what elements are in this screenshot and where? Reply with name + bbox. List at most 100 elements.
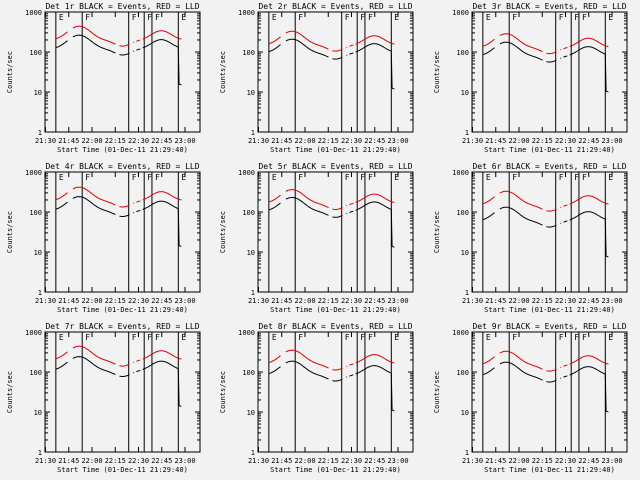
x-axis-label: Start Time (01-Dec-11 21:29:40) <box>270 466 401 474</box>
flag-label: F <box>512 13 517 22</box>
x-tick-label: 22:15 <box>532 457 553 465</box>
plot-panel-6: Det 6r BLACK = Events, RED = LLD Counts/s… <box>433 162 628 314</box>
x-axis-label: Start Time (01-Dec-11 21:29:40) <box>484 466 615 474</box>
plot-panel-7: Det 7r BLACK = Events, RED = LLD Counts/s… <box>6 322 201 474</box>
y-tick-label: 100 <box>242 49 255 57</box>
plot-panel-9: Det 9r BLACK = Events, RED = LLD Counts/s… <box>433 322 628 474</box>
x-tick-label: 23:00 <box>601 297 622 305</box>
events-series-line <box>119 214 130 217</box>
events-series-line <box>142 360 182 407</box>
flag-label: F <box>298 333 303 342</box>
x-tick-label: 21:45 <box>485 297 506 305</box>
x-tick-label: 22:00 <box>294 297 315 305</box>
flag-label: E <box>608 333 613 342</box>
events-series-line <box>72 34 116 54</box>
flag-label: E <box>272 333 277 342</box>
lld-series-line <box>268 36 281 45</box>
lld-series-line <box>499 190 543 210</box>
y-axis-label: Counts/sec <box>219 371 227 413</box>
x-tick-label: 22:15 <box>532 137 553 145</box>
events-series-line <box>349 52 354 55</box>
events-series-line <box>136 369 141 373</box>
lld-series-line <box>332 48 343 52</box>
x-tick-label: 23:00 <box>601 137 622 145</box>
events-series-line <box>349 374 354 377</box>
flag-label: F <box>345 333 350 342</box>
flag-label: F <box>368 333 373 342</box>
y-tick-label: 1000 <box>238 169 255 177</box>
y-tick-label: 1000 <box>25 169 42 177</box>
plot-frame <box>471 171 628 293</box>
events-series-line <box>563 375 568 378</box>
x-tick-label: 21:45 <box>271 297 292 305</box>
x-tick-label: 21:45 <box>271 137 292 145</box>
x-tick-label: 22:45 <box>151 137 172 145</box>
events-series-line <box>563 55 568 58</box>
x-tick-label: 23:00 <box>387 297 408 305</box>
lld-series-line <box>355 35 395 45</box>
events-series-line <box>569 211 609 258</box>
events-series-line <box>268 366 281 375</box>
flag-label: F <box>360 333 365 342</box>
flag-label: E <box>394 13 399 22</box>
x-tick-label: 21:30 <box>35 297 56 305</box>
y-tick-label: 1 <box>251 289 255 297</box>
y-tick-label: 1000 <box>452 329 469 337</box>
lld-series-line <box>285 189 329 209</box>
events-series-line <box>268 202 281 211</box>
lld-series-line <box>136 200 141 203</box>
flag-label: F <box>147 173 152 182</box>
flag-label: E <box>486 13 491 22</box>
x-axis-label: Start Time (01-Dec-11 21:29:40) <box>57 466 188 474</box>
flag-label: F <box>368 173 373 182</box>
x-tick-label: 22:30 <box>341 297 362 305</box>
flag-label: E <box>272 173 277 182</box>
y-tick-label: 1 <box>251 449 255 457</box>
events-series-line <box>546 379 557 383</box>
flag-label: F <box>559 173 564 182</box>
events-series-line <box>355 43 395 90</box>
y-tick-label: 1000 <box>25 329 42 337</box>
lld-series-line <box>268 355 281 364</box>
lld-series-line <box>119 43 130 47</box>
flag-label: F <box>574 13 579 22</box>
events-series-line <box>482 212 495 221</box>
lld-series-line <box>563 46 568 50</box>
flag-label: E <box>181 173 186 182</box>
flag-label: E <box>59 173 64 182</box>
y-tick-label: 1 <box>38 449 42 457</box>
flag-label: F <box>512 173 517 182</box>
x-tick-label: 22:30 <box>128 457 149 465</box>
events-series-line <box>546 59 557 63</box>
x-tick-label: 22:15 <box>318 297 339 305</box>
lld-series-line <box>349 202 354 206</box>
plot-title: Det 6r BLACK = Events, RED = LLD <box>472 162 626 171</box>
y-tick-label: 1000 <box>452 169 469 177</box>
events-series-line <box>499 206 543 226</box>
plot-frame <box>257 171 414 293</box>
events-series-line <box>285 360 329 380</box>
y-tick-label: 100 <box>29 369 42 377</box>
plot-frame <box>471 331 628 453</box>
x-tick-label: 23:00 <box>387 137 408 145</box>
plot-title: Det 4r BLACK = Events, RED = LLD <box>45 162 199 171</box>
x-tick-label: 22:30 <box>341 137 362 145</box>
events-series-line <box>142 39 182 86</box>
x-tick-label: 22:00 <box>294 457 315 465</box>
plot-panel-8: Det 8r BLACK = Events, RED = LLD Counts/s… <box>219 322 414 474</box>
y-tick-label: 1 <box>38 129 42 137</box>
x-tick-label: 22:45 <box>578 457 599 465</box>
y-tick-label: 1000 <box>25 9 42 17</box>
y-axis-label: Counts/sec <box>219 211 227 253</box>
x-axis-label: Start Time (01-Dec-11 21:29:40) <box>484 306 615 314</box>
x-tick-label: 21:30 <box>462 137 483 145</box>
x-tick-label: 22:30 <box>555 297 576 305</box>
plot-panel-1: Det 1r BLACK = Events, RED = LLD Counts/s… <box>6 2 201 154</box>
lld-series-line <box>72 345 116 365</box>
events-series-line <box>499 41 543 61</box>
y-tick-label: 1 <box>465 289 469 297</box>
x-tick-label: 22:30 <box>555 137 576 145</box>
flag-label: F <box>132 333 137 342</box>
y-tick-label: 1 <box>38 289 42 297</box>
lld-series-line <box>482 196 495 205</box>
